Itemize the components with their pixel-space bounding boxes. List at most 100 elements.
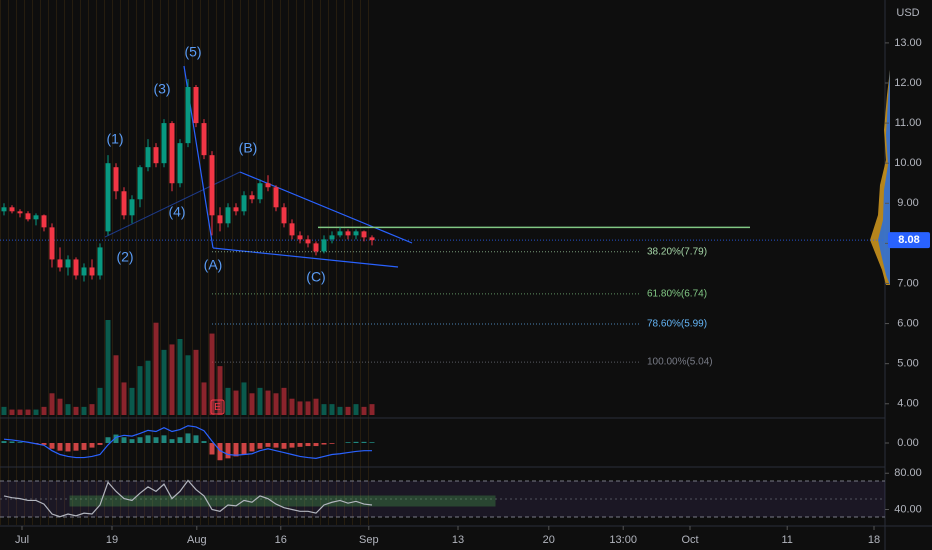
- x-tick-label: Jul: [15, 534, 29, 546]
- x-tick-label: 16: [275, 534, 287, 546]
- volume-bar: [337, 406, 343, 415]
- candle-body: [129, 199, 135, 216]
- macd-hist-bar: [201, 441, 207, 443]
- volume-bar: [1, 406, 7, 415]
- volume-bar: [249, 393, 255, 415]
- macd-hist-bar: [17, 442, 23, 443]
- volume-bar: [153, 322, 159, 415]
- y-tick-label: 4.00: [897, 398, 918, 410]
- volume-profile: [878, 70, 890, 285]
- candle-body: [185, 87, 191, 144]
- candle-body: [305, 239, 311, 244]
- candle-body: [161, 123, 167, 164]
- currency-label: USD: [896, 7, 919, 19]
- volume-bar: [225, 387, 231, 415]
- macd-hist-bar: [265, 443, 271, 447]
- y-tick-label: 13.00: [894, 37, 922, 49]
- candle-body: [89, 267, 95, 276]
- volume-bar: [57, 398, 63, 415]
- session-stripes: [0, 0, 376, 525]
- macd-hist-bar: [193, 435, 199, 443]
- macd-hist-bar: [161, 435, 167, 443]
- candle-body: [169, 123, 175, 184]
- candle-body: [81, 267, 87, 276]
- macd-hist-bar: [41, 443, 47, 445]
- candle-body: [17, 211, 23, 214]
- volume-bar: [89, 404, 95, 415]
- x-tick-label: 13: [452, 534, 464, 546]
- volume-bar: [185, 355, 191, 415]
- macd-hist-bar: [113, 434, 119, 443]
- wave-label: (B): [239, 140, 258, 156]
- candle-body: [9, 207, 15, 212]
- volume-bar: [289, 398, 295, 415]
- volume-bar: [9, 409, 15, 415]
- volume-bar: [297, 401, 303, 415]
- candle-body: [153, 147, 159, 164]
- x-tick-label: 20: [543, 534, 555, 546]
- candle-body: [297, 235, 303, 240]
- wave-label: (C): [306, 269, 325, 285]
- wave-label: (4): [168, 204, 185, 220]
- macd-hist-bar: [153, 437, 159, 443]
- macd-hist-bar: [145, 435, 151, 443]
- rsi-highlight-box: [69, 495, 496, 507]
- volume-bar: [169, 344, 175, 415]
- candle-body: [97, 247, 103, 276]
- fib-label: 61.80%(6.74): [647, 289, 707, 300]
- candle-body: [329, 235, 335, 240]
- volume-bar: [257, 387, 263, 415]
- macd-line: [3, 425, 372, 459]
- volume-bar: [361, 406, 367, 415]
- macd-hist-bar: [73, 443, 79, 451]
- candle-body: [281, 207, 287, 224]
- volume-bar: [273, 393, 279, 415]
- volume-bar: [65, 404, 71, 415]
- candle-body: [289, 223, 295, 236]
- x-tick-label: 19: [106, 534, 118, 546]
- candle-body: [257, 183, 263, 200]
- volume-bar: [49, 393, 55, 415]
- volume-bar: [265, 390, 271, 415]
- macd-hist-bar: [297, 443, 303, 447]
- trend-line: [104, 171, 241, 238]
- volume-bar: [329, 404, 335, 415]
- candle-body: [113, 167, 119, 192]
- candle-body: [137, 167, 143, 200]
- last-price-label: 8.08: [898, 234, 919, 246]
- candle-body: [177, 143, 183, 184]
- volume-bar: [105, 320, 111, 415]
- candle-body: [249, 195, 255, 200]
- candle-body: [105, 163, 111, 232]
- candle-body: [233, 207, 239, 212]
- macd-hist-bar: [65, 443, 71, 452]
- macd-hist-bar: [305, 443, 311, 447]
- macd-hist-bar: [1, 441, 7, 443]
- volume-bar: [121, 382, 127, 415]
- macd-hist-bar: [329, 443, 335, 444]
- macd-hist-bar: [121, 437, 127, 443]
- macd-hist-bar: [345, 442, 351, 443]
- candle-body: [121, 191, 127, 216]
- volume-bar: [33, 409, 39, 415]
- x-tick-label: 13:00: [609, 534, 637, 546]
- y-tick-label: 7.00: [897, 277, 918, 289]
- volume-bar: [145, 360, 151, 415]
- volume-bar: [41, 406, 47, 415]
- volume-bar: [25, 409, 31, 415]
- macd-hist-bar: [361, 441, 367, 443]
- volume-bar: [241, 382, 247, 415]
- macd-hist-bar: [105, 437, 111, 443]
- volume-bar: [217, 366, 223, 415]
- y-tick-label: 9.00: [897, 197, 918, 209]
- candle-body: [65, 259, 71, 268]
- candle-body: [1, 207, 7, 212]
- candle-body: [313, 243, 319, 252]
- macd-hist-bar: [129, 439, 135, 443]
- volume-bar: [81, 406, 87, 415]
- candle-body: [361, 231, 367, 238]
- candle-body: [273, 187, 279, 208]
- candle-body: [49, 227, 55, 260]
- macd-hist-bar: [89, 443, 95, 448]
